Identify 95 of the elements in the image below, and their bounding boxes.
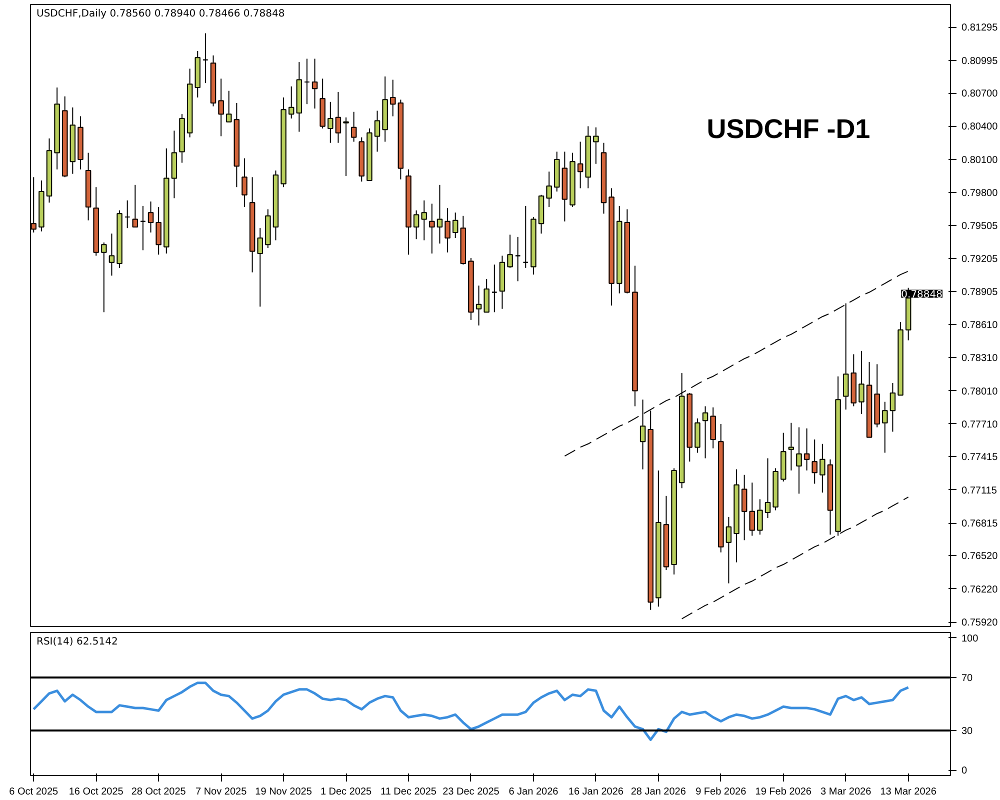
candlestick xyxy=(374,110,380,152)
y-tick-label: 0.77415 xyxy=(962,452,998,464)
annotation: USDCHF -D1 xyxy=(706,114,870,144)
candlestick xyxy=(843,302,849,410)
candlestick xyxy=(577,141,584,189)
candlestick xyxy=(444,208,450,253)
candlestick xyxy=(749,482,755,536)
candlestick xyxy=(452,212,458,239)
candlestick xyxy=(476,285,482,326)
candlestick xyxy=(421,200,427,241)
candlestick xyxy=(796,426,802,494)
candlestick xyxy=(858,350,864,414)
x-tick-label: 6 Oct 2025 xyxy=(9,786,59,798)
x-tick-label: 11 Dec 2025 xyxy=(380,786,437,798)
candlestick xyxy=(312,58,318,110)
x-tick-label: 28 Oct 2025 xyxy=(131,786,186,798)
candlestick xyxy=(429,203,435,254)
y-tick-label: 0.79505 xyxy=(962,220,998,232)
candlestick xyxy=(202,32,208,84)
candlestick xyxy=(132,184,138,228)
x-tick-label: 16 Jan 2026 xyxy=(568,786,624,798)
chart-title: RSI(14) 62.5142 xyxy=(36,636,118,648)
candlestick xyxy=(226,90,232,122)
y-tick-label: 0.79800 xyxy=(962,188,998,200)
candlestick xyxy=(101,242,107,313)
candlestick xyxy=(257,228,263,308)
candlestick xyxy=(492,264,498,313)
x-tick-label: 7 Nov 2025 xyxy=(195,786,248,798)
x-tick-label: 28 Jan 2026 xyxy=(630,786,686,798)
y-tick-label: 0.77115 xyxy=(962,485,998,496)
candlestick xyxy=(812,438,818,484)
x-tick-label: 19 Feb 2026 xyxy=(755,786,812,798)
x-tick-label: 13 Mar 2026 xyxy=(880,786,937,798)
candlestick xyxy=(413,210,420,240)
candlestick xyxy=(148,201,154,233)
chart-title: USDCHF,Daily 0.78560 0.78940 0.78466 0.78848 xyxy=(36,8,285,20)
y-tick-label: 0.81295 xyxy=(962,22,998,34)
candlestick xyxy=(343,116,349,177)
candlestick xyxy=(436,184,443,244)
y-tick-label: 0.80400 xyxy=(962,122,998,133)
y-tick-label: 0.78010 xyxy=(962,386,998,398)
y-tick-label: 0.78610 xyxy=(962,320,998,331)
candlestick xyxy=(328,101,334,144)
candlestick xyxy=(390,79,396,117)
line-series xyxy=(32,682,910,741)
candlestick xyxy=(484,278,490,313)
candlestick xyxy=(820,443,826,494)
y-tick-label: 0.76520 xyxy=(962,551,998,562)
candlestick xyxy=(890,382,896,432)
y-tick-label: 0.80100 xyxy=(962,154,998,166)
y-tick-label: 70 xyxy=(962,673,974,684)
candlestick xyxy=(593,126,599,164)
candlestick xyxy=(702,406,708,459)
y-tick-label: 0.80995 xyxy=(962,56,998,67)
x-tick-label: 19 Nov 2025 xyxy=(255,786,312,798)
x-tick-label: 16 Oct 2025 xyxy=(68,786,124,798)
candlestick xyxy=(764,458,771,519)
x-tick-label: 23 Dec 2025 xyxy=(442,786,500,798)
candlestick xyxy=(507,234,513,268)
y-tick-label: 0.78310 xyxy=(962,353,998,364)
y-tick-label: 0.77710 xyxy=(962,419,998,430)
y-tick-label: 0.76220 xyxy=(962,584,998,596)
x-tick-label: 6 Jan 2026 xyxy=(508,786,559,798)
x-tick-label: 9 Feb 2026 xyxy=(696,786,747,798)
candlestick xyxy=(242,158,248,208)
candlestick xyxy=(741,474,748,541)
candlestick xyxy=(304,58,310,105)
candlestick xyxy=(710,406,716,449)
candlestick xyxy=(124,200,130,229)
candlestick xyxy=(350,111,357,142)
candlestick xyxy=(218,78,224,137)
candlestick xyxy=(757,498,763,536)
y-tick-label: 30 xyxy=(962,726,974,737)
candlestick xyxy=(726,516,732,584)
candlestick xyxy=(514,236,521,282)
candlestick xyxy=(156,206,162,256)
y-tick-label: 0 xyxy=(962,766,968,777)
y-tick-label: 0.76815 xyxy=(962,518,998,530)
candlestick xyxy=(788,422,794,471)
y-tick-label: 0.80700 xyxy=(962,88,998,100)
x-tick-label: 1 Dec 2025 xyxy=(320,786,372,798)
candlestick xyxy=(140,205,146,251)
x-tick-label: 3 Mar 2026 xyxy=(820,786,872,798)
candlestick xyxy=(882,401,888,454)
candlestick xyxy=(335,91,342,144)
y-tick-label: 0.79205 xyxy=(962,254,998,265)
candlestick xyxy=(108,233,115,276)
candlestick xyxy=(546,171,552,208)
y-tick-label: 0.75920 xyxy=(962,618,998,629)
annotation: 0.78848 xyxy=(901,290,943,301)
y-tick-label: 0.78905 xyxy=(962,287,998,298)
candlestick xyxy=(288,86,294,119)
candlestick xyxy=(804,428,810,471)
y-tick-label: 100 xyxy=(962,633,979,644)
candlestick xyxy=(522,205,528,268)
